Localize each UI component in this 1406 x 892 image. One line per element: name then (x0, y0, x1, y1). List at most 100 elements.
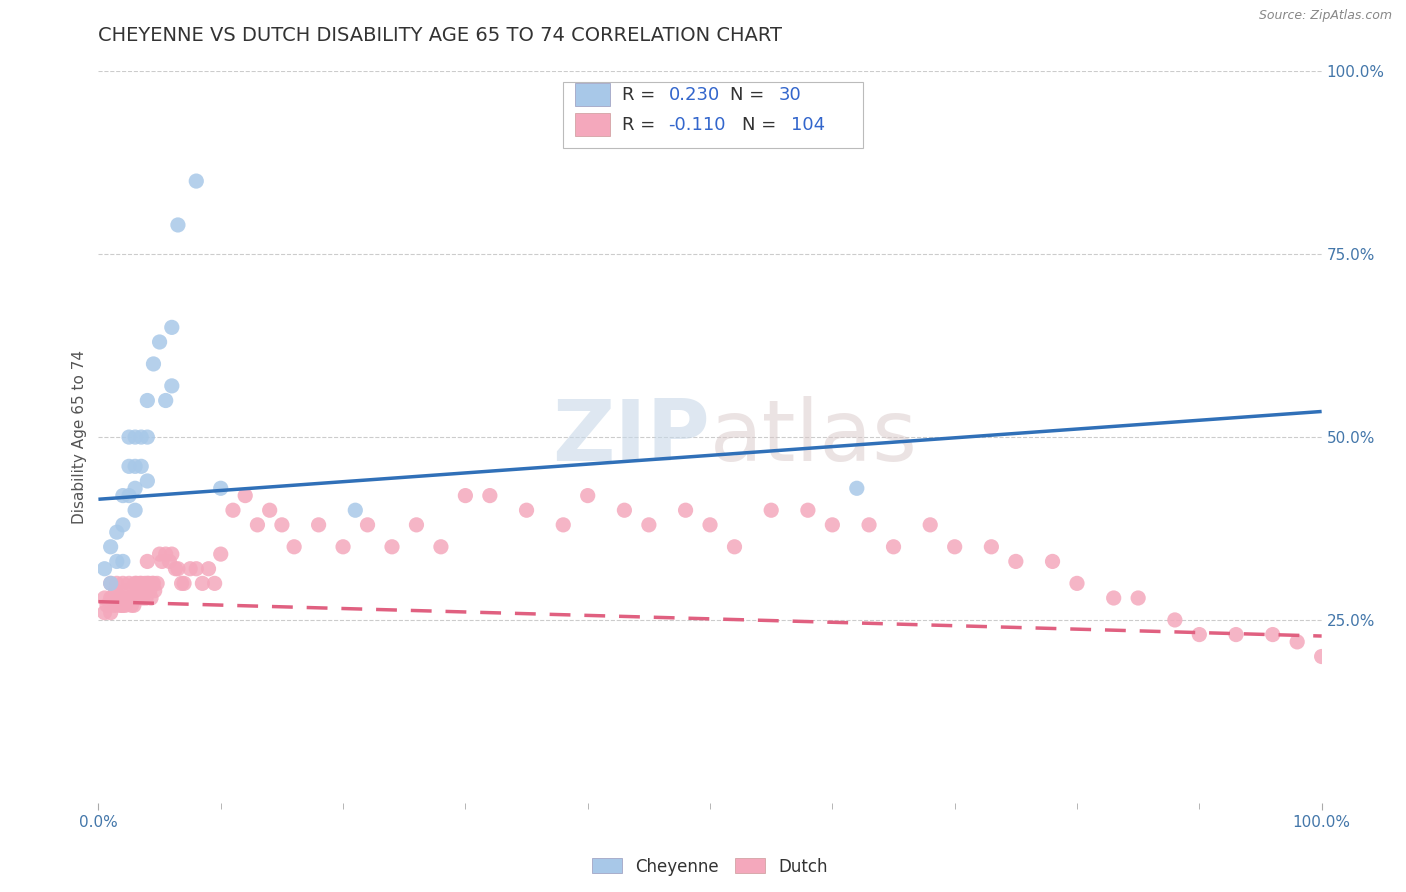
Point (308, 517, 330, 532)
Point (100, 576, 122, 591)
Point (125, 576, 148, 591)
Point (1286, 635, 1309, 649)
Point (613, 503, 636, 517)
Point (129, 576, 152, 591)
Point (943, 540, 966, 554)
Point (131, 591, 153, 605)
Point (111, 599, 134, 613)
FancyBboxPatch shape (575, 83, 610, 106)
Point (155, 393, 177, 408)
Point (111, 599, 134, 613)
Point (576, 489, 599, 503)
Point (204, 576, 226, 591)
Point (821, 517, 844, 532)
Point (845, 481, 868, 495)
Point (478, 489, 501, 503)
Point (111, 591, 134, 605)
Point (100, 540, 122, 554)
Point (381, 540, 404, 554)
Text: R =: R = (621, 116, 661, 134)
Point (1004, 554, 1026, 568)
Point (553, 517, 575, 532)
Text: 30: 30 (779, 86, 801, 103)
Text: Source: ZipAtlas.com: Source: ZipAtlas.com (1258, 9, 1392, 22)
Point (100, 606, 122, 620)
Point (93, 591, 115, 605)
Point (209, 547, 232, 561)
Point (179, 562, 201, 576)
Point (118, 430, 141, 444)
Point (160, 320, 183, 334)
Text: ZIP: ZIP (553, 395, 710, 479)
Point (118, 591, 141, 605)
Text: atlas: atlas (710, 395, 918, 479)
Point (93, 562, 115, 576)
Point (134, 576, 156, 591)
Point (197, 562, 219, 576)
Point (107, 591, 129, 605)
Point (118, 459, 141, 474)
Point (142, 576, 165, 591)
Point (136, 393, 159, 408)
Point (101, 591, 124, 605)
Point (191, 576, 214, 591)
Point (135, 591, 157, 605)
Point (980, 540, 1002, 554)
Point (233, 489, 256, 503)
Point (1225, 627, 1247, 641)
Point (136, 576, 159, 591)
Point (160, 379, 183, 393)
Point (165, 562, 187, 576)
Point (127, 591, 149, 605)
Point (111, 576, 134, 591)
Text: N =: N = (730, 86, 769, 103)
Point (124, 481, 146, 495)
Point (332, 540, 354, 554)
Point (117, 591, 139, 605)
Point (246, 517, 269, 532)
Point (167, 218, 190, 232)
Point (128, 583, 150, 598)
Point (143, 583, 166, 598)
Point (723, 540, 745, 554)
Point (142, 357, 165, 371)
Point (93, 606, 115, 620)
Point (136, 474, 159, 488)
Point (186, 174, 208, 188)
Point (111, 489, 134, 503)
Point (675, 503, 697, 517)
Point (1066, 576, 1088, 591)
FancyBboxPatch shape (575, 113, 610, 136)
Point (118, 576, 141, 591)
Point (259, 503, 281, 517)
Point (761, 503, 783, 517)
Point (920, 517, 942, 532)
Point (129, 430, 152, 444)
Text: N =: N = (742, 116, 782, 134)
Point (858, 517, 880, 532)
Point (105, 591, 128, 605)
Point (124, 591, 146, 605)
Point (132, 583, 155, 598)
Point (186, 562, 208, 576)
Point (141, 576, 163, 591)
Point (173, 576, 195, 591)
Point (136, 430, 159, 444)
Point (149, 334, 172, 349)
Point (112, 591, 135, 605)
Point (699, 517, 721, 532)
Point (108, 599, 131, 613)
Text: 0.230: 0.230 (668, 86, 720, 103)
Point (150, 554, 173, 568)
Point (454, 489, 477, 503)
Point (344, 503, 367, 517)
Point (100, 591, 122, 605)
Point (430, 540, 453, 554)
Y-axis label: Disability Age 65 to 74: Disability Age 65 to 74 (72, 350, 87, 524)
Point (120, 599, 142, 613)
Point (110, 591, 132, 605)
Point (356, 517, 378, 532)
Text: CHEYENNE VS DUTCH DISABILITY AGE 65 TO 74 CORRELATION CHART: CHEYENNE VS DUTCH DISABILITY AGE 65 TO 7… (98, 26, 782, 45)
Point (104, 583, 127, 598)
Point (797, 503, 820, 517)
